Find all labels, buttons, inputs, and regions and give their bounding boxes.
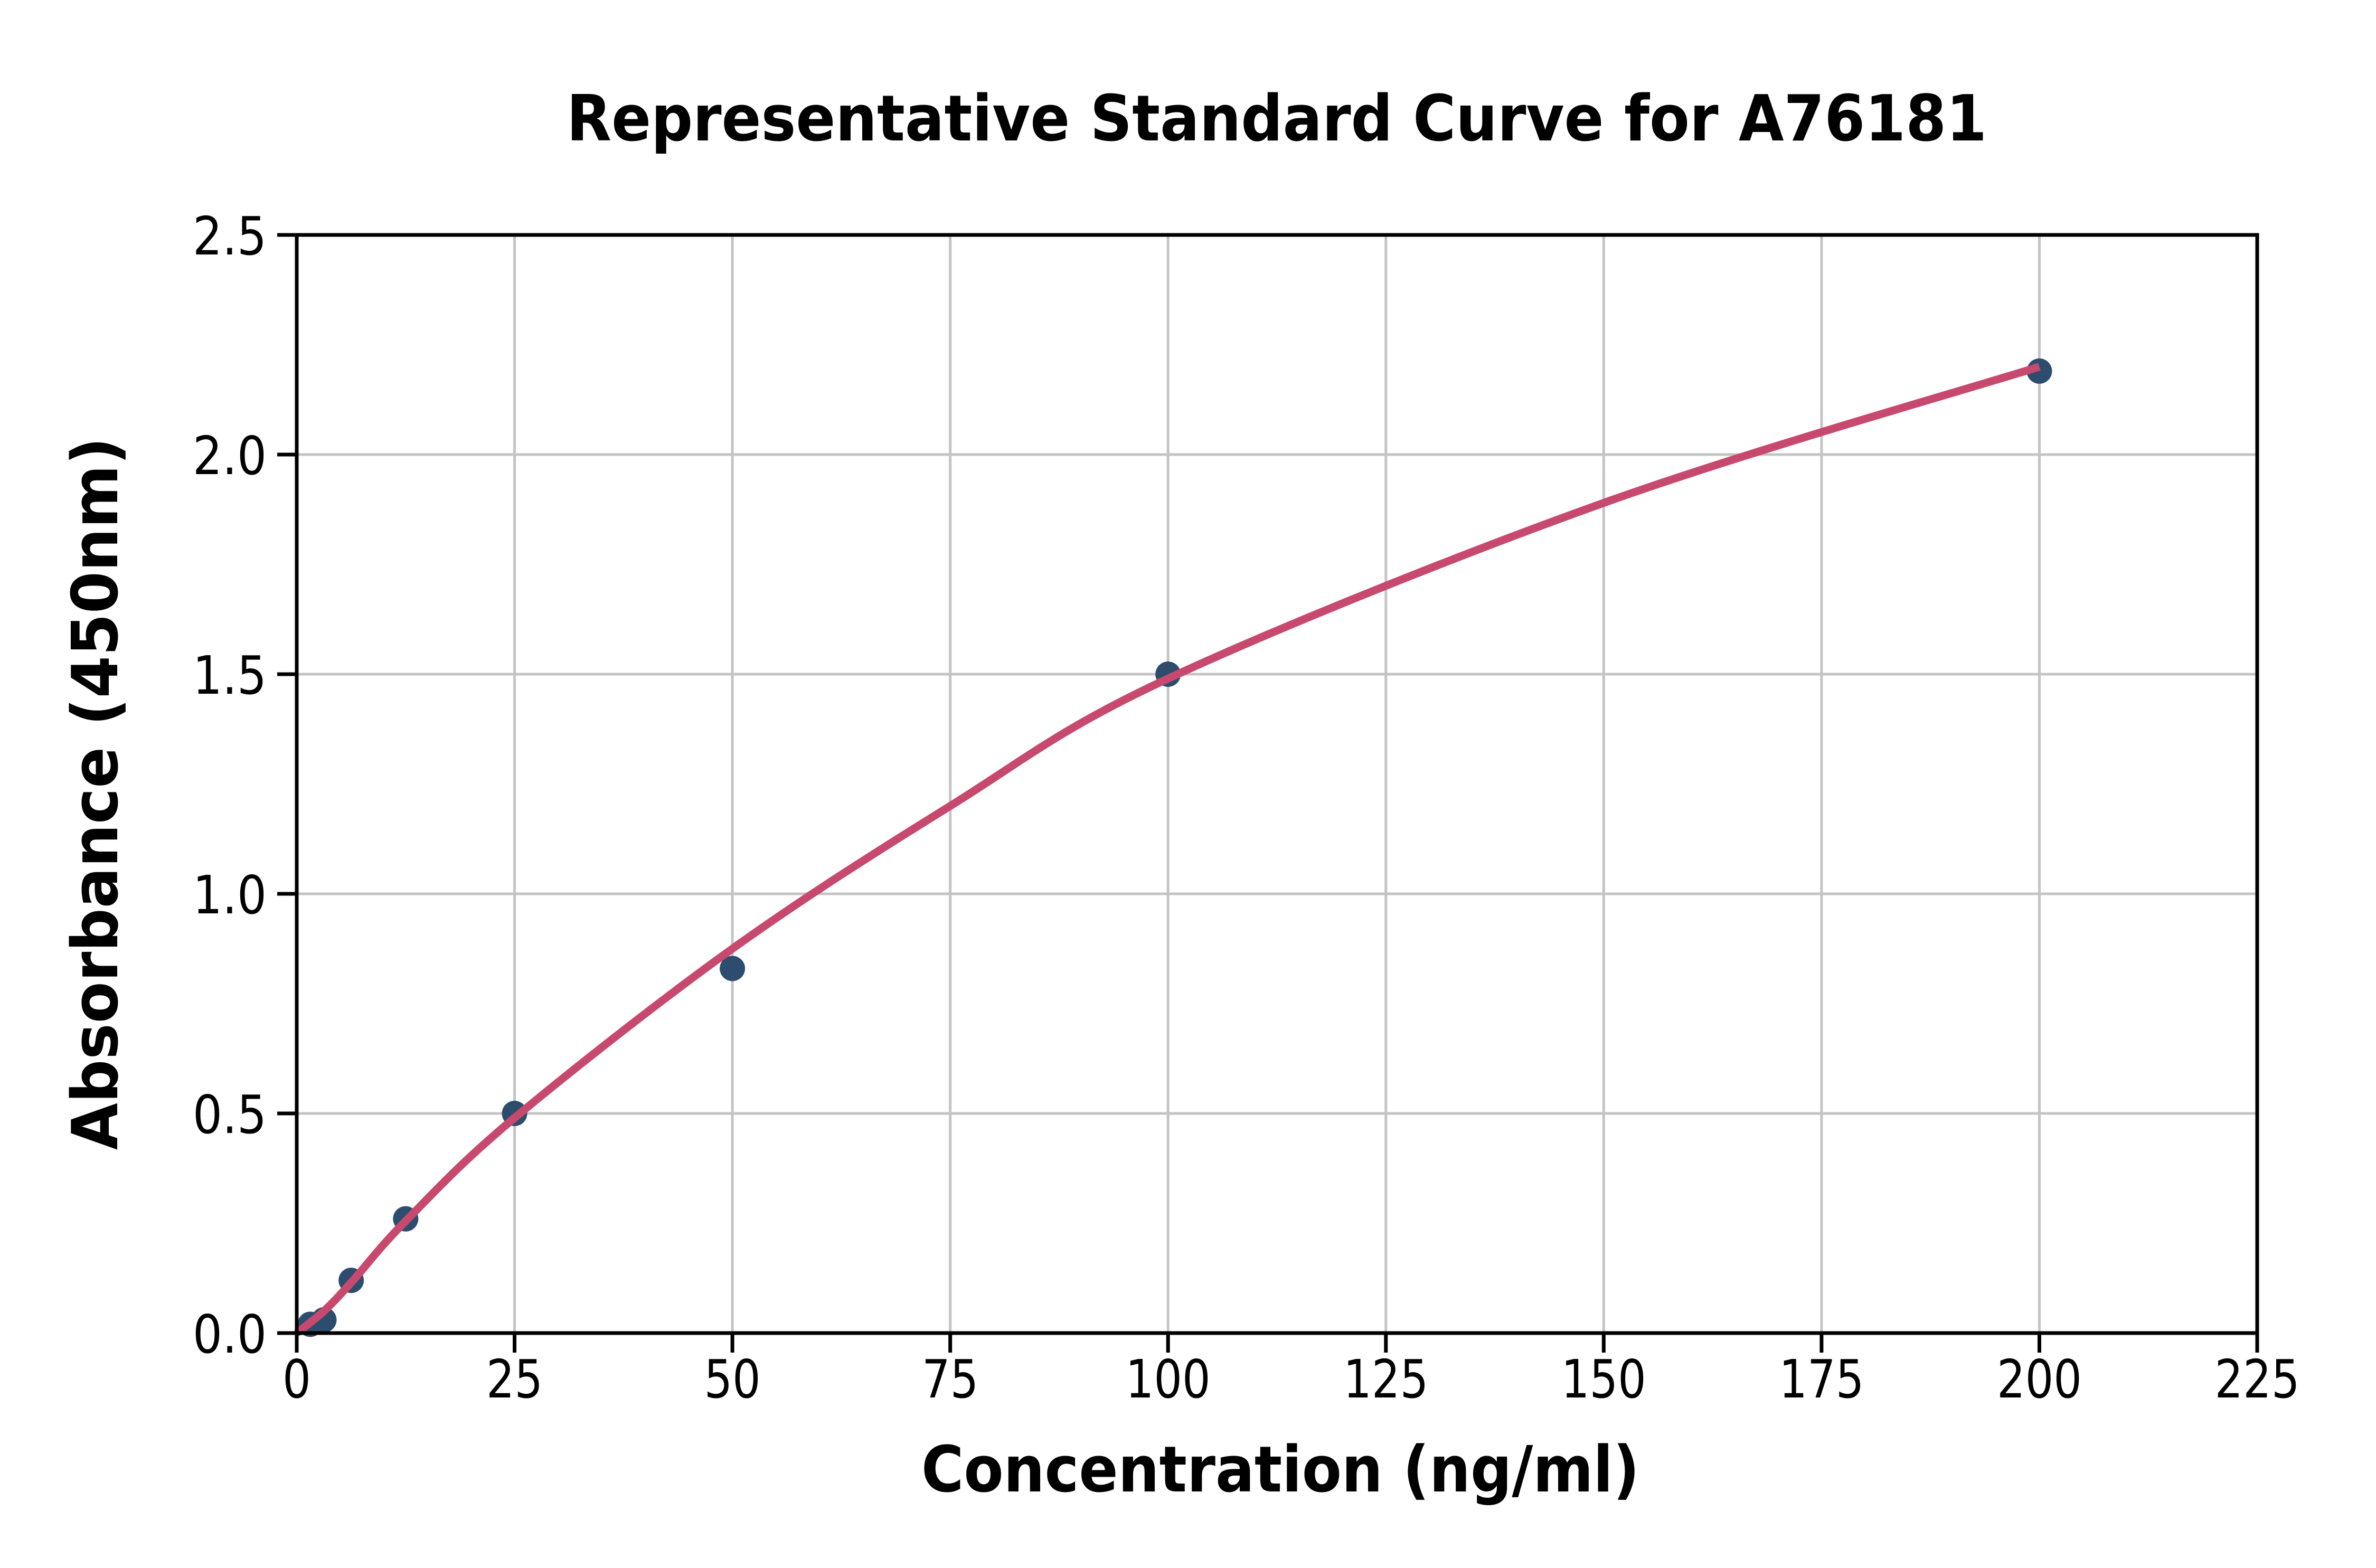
- y-tick-label: 2.0: [193, 425, 267, 487]
- x-tick-label: 175: [1779, 1348, 1864, 1410]
- plot-frame: [295, 233, 2259, 1335]
- x-axis-label: Concentration (ng/ml): [921, 1433, 1639, 1507]
- data-point: [720, 956, 746, 981]
- x-tick-label: 200: [1997, 1348, 2082, 1410]
- x-tick-label: 0: [282, 1348, 311, 1410]
- y-tick-label: 0.5: [193, 1084, 267, 1146]
- x-tick-label: 25: [486, 1348, 543, 1410]
- y-axis-label: Absorbance (450nm): [59, 437, 133, 1150]
- tick-label-layer: 0 25 50 75 100 125 150 175 200 225 0.0 0.5 1.0 1.5 2.0…: [193, 205, 2300, 1410]
- y-tick-label: 1.5: [193, 645, 267, 706]
- data-points-layer: [297, 358, 2052, 1337]
- x-tick-label: 150: [1561, 1348, 1646, 1410]
- x-tick-label: 50: [704, 1348, 761, 1410]
- y-tick-label: 0.0: [193, 1303, 267, 1365]
- y-tick-label: 2.5: [193, 205, 267, 267]
- fit-curve-line: [294, 363, 2041, 1336]
- x-tick-label: 125: [1343, 1348, 1428, 1410]
- x-tick-label: 75: [922, 1348, 978, 1410]
- x-tick-label: 100: [1126, 1348, 1211, 1410]
- grid-layer: [297, 235, 2257, 1333]
- chart-title: Representative Standard Curve for A76181: [567, 82, 1987, 156]
- x-tick-label: 225: [2215, 1348, 2300, 1410]
- axis-tick-layer: [277, 233, 2259, 1353]
- y-tick-label: 1.0: [193, 864, 267, 926]
